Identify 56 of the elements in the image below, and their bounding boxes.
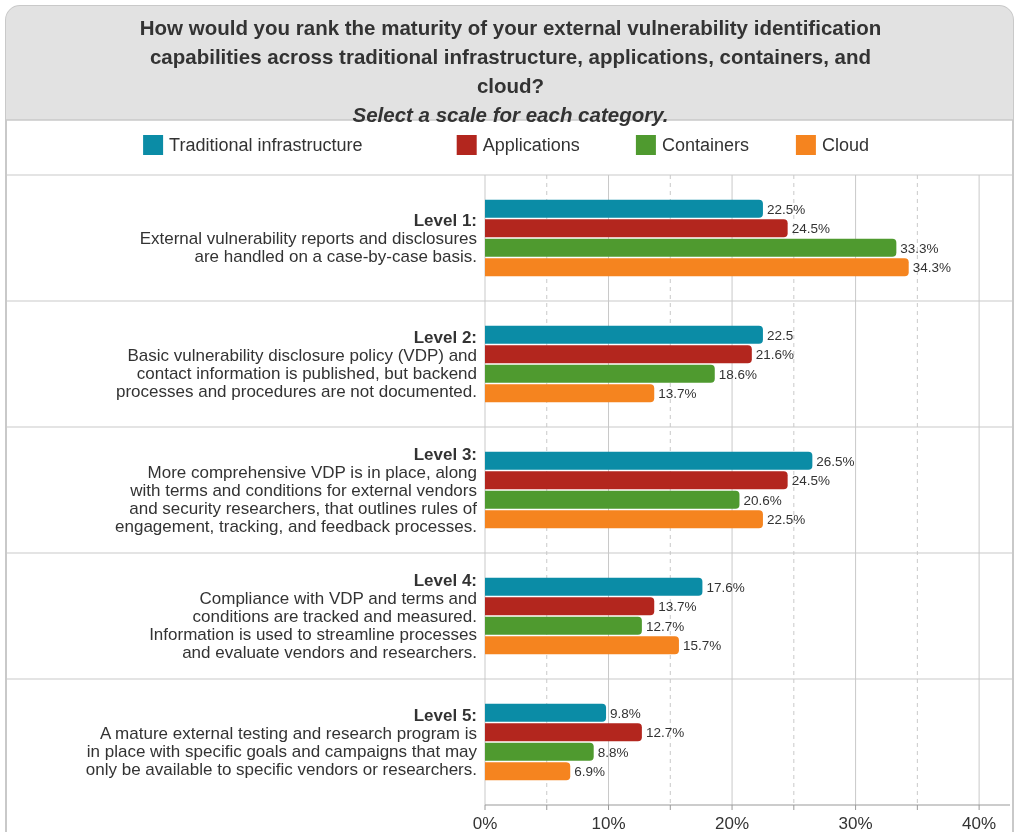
- x-tick-label: 0%: [472, 814, 498, 832]
- data-label: 8.8%: [597, 744, 629, 760]
- bar: [485, 258, 909, 277]
- data-label: 13.7%: [658, 386, 697, 402]
- bar: [485, 597, 655, 616]
- data-label: 6.9%: [574, 764, 606, 780]
- data-label: 9.8%: [610, 705, 641, 721]
- legend-label: Applications: [482, 135, 580, 155]
- bar: [485, 384, 655, 403]
- bar: [485, 490, 740, 509]
- data-label: 33.3%: [900, 240, 939, 256]
- data-label: 21.6%: [755, 347, 795, 363]
- legend-label: Cloud: [821, 135, 869, 155]
- x-tick-label: 10%: [591, 814, 626, 832]
- data-label: 22.5%: [766, 201, 806, 217]
- bar: [485, 762, 571, 781]
- data-label: 13.7%: [658, 599, 697, 615]
- legend-label: Traditional infrastructure: [169, 135, 363, 155]
- chart-subtitle: Select a scale for each category.: [352, 103, 669, 126]
- bar: [485, 510, 763, 529]
- bar: [485, 703, 607, 722]
- data-label: 20.6%: [743, 492, 782, 508]
- bar: [485, 325, 763, 344]
- data-label: 12.7%: [645, 725, 685, 741]
- data-label: 22.5%: [766, 512, 806, 528]
- bar: [485, 723, 642, 742]
- bar: [485, 238, 897, 257]
- data-label: 24.5%: [791, 221, 830, 237]
- x-tick-label: 20%: [715, 814, 750, 832]
- y-tick-label: Level 5: A mature external testing and research program is in place with specific goals and campaigns that may only be available to specific vendors or researchers.: [85, 706, 478, 779]
- data-label: 15.7%: [682, 638, 722, 654]
- y-tick-label: Level 2: Basic vulnerability disclosure policy (VDP) and contact information is published, but backend processes and procedures are not documented.: [115, 328, 477, 401]
- x-tick-label: 30%: [838, 814, 873, 832]
- bar: [485, 577, 703, 596]
- data-label: 17.6%: [706, 579, 745, 595]
- bar: [485, 199, 763, 218]
- bar: [485, 364, 715, 383]
- bar: [485, 451, 813, 470]
- bar: [485, 345, 752, 364]
- data-label: 22.5: [766, 327, 794, 343]
- bar: [485, 636, 679, 655]
- chart-title: How would you rank the maturity of your external vulnerability identification capabilities across traditional infrastructure, applications, containers, and cloud?: [139, 16, 882, 97]
- data-label: 26.5%: [816, 453, 855, 469]
- data-label: 18.6%: [718, 366, 758, 382]
- bar: [485, 742, 594, 761]
- y-tick-label: Level 3: More comprehensive VDP is in place, along with terms and conditions for external vendors and security researchers, that outlines rules of engagement, tracking, and feedback processes.: [115, 445, 478, 536]
- legend-label: Containers: [661, 135, 749, 155]
- bar: [485, 616, 642, 635]
- bar: [485, 471, 788, 490]
- data-label: 12.7%: [645, 618, 685, 634]
- data-label: 34.3%: [912, 260, 951, 276]
- data-label: 24.5%: [791, 473, 830, 489]
- y-tick-label: Level 1: External vulnerability reports and disclosures are handled on a case-by-case basis.: [139, 211, 477, 266]
- bar: [485, 219, 788, 238]
- x-tick-label: 40%: [962, 814, 997, 832]
- y-tick-label: Level 4: Compliance with VDP and terms and conditions are tracked and measured. Information is used to streamline processes and evaluate vendors and researchers.: [149, 571, 477, 662]
